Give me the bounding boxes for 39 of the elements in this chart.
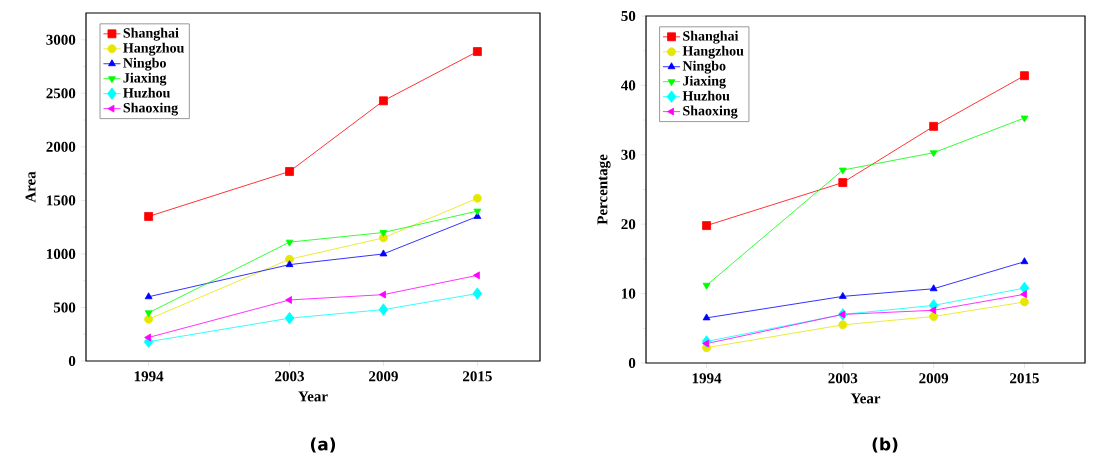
- y-tick-label: 10: [622, 288, 636, 299]
- legend-label: Huzhou: [123, 87, 170, 98]
- legend-label: Huzhou: [682, 90, 730, 101]
- legend-label: Jiaxing: [683, 75, 726, 89]
- legend-label: Shaoxing: [683, 105, 738, 119]
- x-tick-label: 2009: [919, 373, 949, 384]
- y-axis-title: Percentage: [597, 154, 611, 225]
- y-tick-label: 30: [621, 149, 636, 160]
- y-tick-label: 0: [68, 355, 76, 367]
- y-tick-label: 2000: [46, 141, 76, 152]
- x-tick-label: 2009: [369, 371, 398, 382]
- x-tick-label: 2003: [275, 371, 304, 382]
- legend-label: Ningbo: [123, 57, 166, 71]
- x-tick-label: 2015: [463, 371, 492, 382]
- legend-label: Ningbo: [682, 60, 726, 74]
- legend-label: Shanghai: [123, 27, 179, 41]
- y-tick-label: 1500: [47, 195, 76, 206]
- legend-label: Hangzhou: [682, 45, 744, 59]
- y-axis-title: Area: [25, 171, 36, 203]
- text: (b): [872, 437, 898, 453]
- y-tick-label: 20: [621, 219, 636, 230]
- x-axis-title: Year: [850, 393, 881, 404]
- y-tick-label: 3000: [46, 34, 76, 45]
- x-tick-label: 1994: [692, 373, 722, 384]
- y-tick-label: 500: [53, 302, 76, 313]
- legend-label: Hangzhou: [123, 42, 184, 56]
- y-tick-label: 0: [628, 357, 636, 369]
- text: (a): [310, 437, 336, 453]
- y-tick-label: 50: [621, 10, 636, 22]
- x-axis-title: Year: [298, 391, 328, 402]
- x-tick-label: 1994: [134, 371, 164, 382]
- x-tick-label: 2015: [1010, 373, 1039, 384]
- x-tick-label: 2003: [828, 373, 858, 384]
- legend-label: Jiaxing: [123, 72, 167, 86]
- y-tick-label: 2500: [46, 88, 76, 99]
- y-tick-label: 40: [621, 80, 636, 91]
- legend-label: Shanghai: [683, 30, 739, 44]
- legend-label: Shaoxing: [123, 102, 179, 116]
- y-tick-label: 1000: [47, 248, 76, 259]
